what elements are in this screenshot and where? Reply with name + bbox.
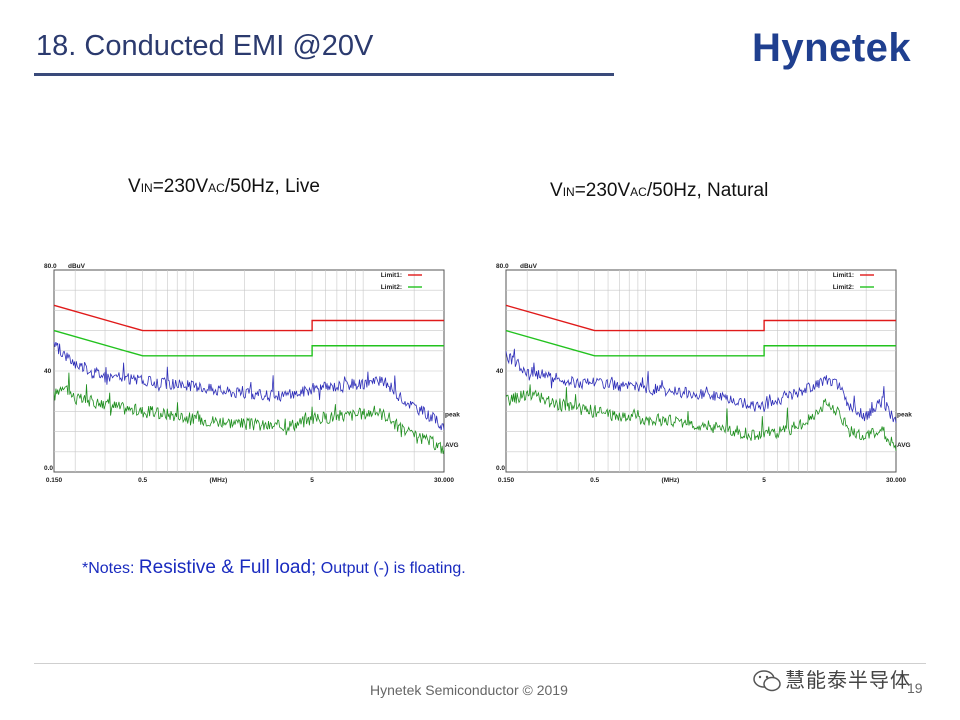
y-tick-label: 40 (44, 368, 52, 375)
condition-label-live: VIN=230VAC/50Hz, Live (128, 176, 320, 198)
avg-trace (53, 372, 445, 454)
notes-rest: Output (-) is floating. (316, 560, 466, 577)
x-tick-label: 30.000 (434, 477, 454, 484)
notes-prefix: *Notes: (82, 560, 139, 577)
legend-label-limit2: Limit2: (381, 284, 402, 291)
x-tick-label: (MHz) (210, 477, 228, 484)
limit2-line (53, 329, 444, 357)
notes-text: *Notes: Resistive & Full load; Output (-… (82, 557, 466, 579)
footer-divider (34, 663, 926, 664)
x-tick-label: 0.5 (590, 477, 599, 484)
x-tick-label: 30.000 (886, 477, 906, 484)
cond-mid: =230V (152, 176, 209, 197)
cond-v: V (550, 180, 563, 201)
y-axis-label: dBuV (520, 263, 538, 270)
y-axis-label: dBuV (68, 263, 86, 270)
wechat-icon (753, 670, 781, 692)
cond-rest: /50Hz, Natural (646, 180, 769, 201)
watermark-text: 慧能泰半导体 (785, 670, 911, 692)
peak-trace (505, 348, 897, 424)
emi-chart-natural: 80.0 dBuV 40 0.0 0.150 0.5 (MHz) 5 30.000 Limit1:… (496, 263, 912, 484)
legend-label-limit1: Limit1: (833, 272, 854, 279)
cond-mid-sub: AC (208, 181, 225, 195)
x-tick-label: 5 (762, 477, 766, 484)
limit1-line (505, 304, 896, 332)
limit1-line (53, 304, 444, 332)
cond-rest: /50Hz, Live (224, 176, 320, 197)
peak-label: peak (445, 411, 460, 418)
legend-label-limit1: Limit1: (381, 272, 402, 279)
cond-mid: =230V (574, 180, 631, 201)
avg-label: AVG (445, 442, 459, 449)
emi-chart-live: 80.0 dBuV 40 0.0 0.150 0.5 (MHz) 5 30.000 Limit1:… (44, 263, 460, 484)
cond-mid-sub: AC (630, 185, 647, 199)
y-tick-label: 0.0 (44, 465, 53, 472)
peak-trace (53, 341, 445, 431)
legend-label-limit2: Limit2: (833, 284, 854, 291)
hynetek-logo: Hynetek (752, 26, 912, 70)
footer-copyright: Hynetek Semiconductor © 2019 (370, 682, 568, 698)
avg-trace (505, 384, 897, 451)
title-underline (34, 73, 614, 76)
x-tick-label: 0.5 (138, 477, 147, 484)
x-tick-label: 0.150 (46, 477, 63, 484)
y-tick-label: 0.0 (496, 465, 505, 472)
peak-label: peak (897, 411, 912, 418)
condition-label-natural: VIN=230VAC/50Hz, Natural (550, 180, 768, 202)
page-number: 19 (907, 680, 923, 696)
x-tick-label: 5 (310, 477, 314, 484)
cond-v-sub: IN (562, 185, 575, 199)
limit2-line (505, 329, 896, 357)
y-tick-label: 80.0 (496, 263, 509, 270)
slide-title: 18. Conducted EMI @20V (36, 30, 374, 62)
avg-label: AVG (897, 442, 911, 449)
x-tick-label: 0.150 (498, 477, 515, 484)
y-tick-label: 80.0 (44, 263, 57, 270)
notes-emphasis: Resistive & Full load; (138, 557, 317, 578)
x-tick-label: (MHz) (662, 477, 680, 484)
cond-v-sub: IN (140, 181, 153, 195)
cond-v: V (128, 176, 141, 197)
y-tick-label: 40 (496, 368, 504, 375)
